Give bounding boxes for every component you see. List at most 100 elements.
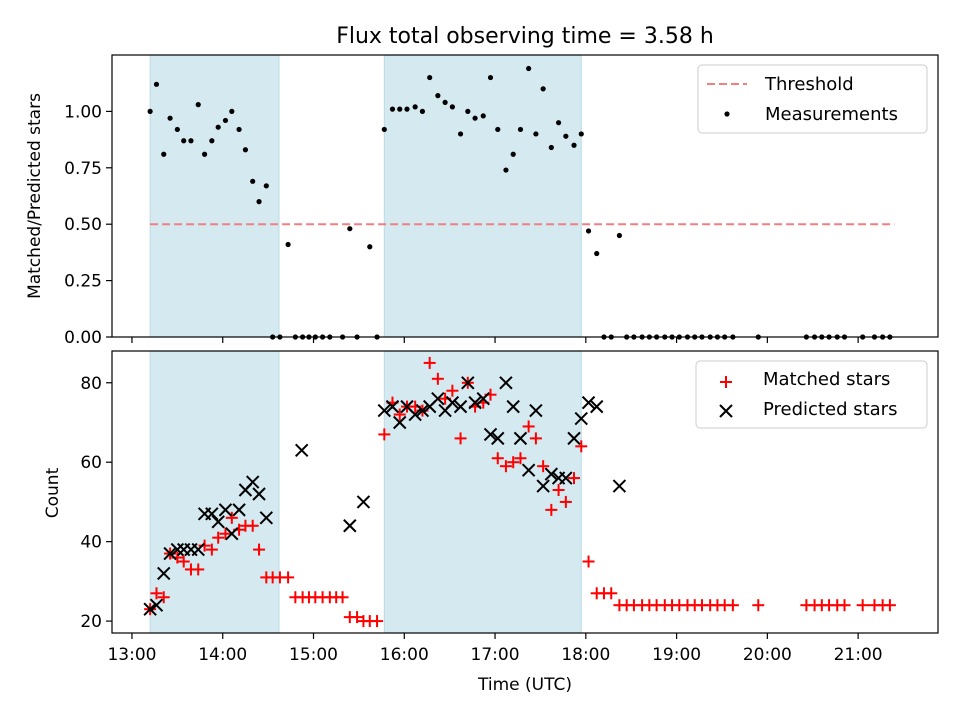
matched-star-point <box>537 460 550 473</box>
predicted-star-point <box>408 407 422 422</box>
matched-star-point <box>393 408 406 421</box>
predicted-legend-swatch <box>719 404 733 418</box>
matched-star-point <box>856 599 869 612</box>
bottom-y-axis-label: Count <box>43 467 63 518</box>
measurement-point <box>472 115 478 121</box>
predicted-star-point <box>205 507 219 521</box>
matched-star-point <box>246 519 259 532</box>
measurement-point <box>449 104 455 110</box>
predicted-star-point <box>461 376 475 390</box>
shaded-interval-1 <box>383 350 582 634</box>
measurement-point <box>242 147 249 153</box>
predicted-star-point <box>343 519 357 533</box>
measurement-point <box>389 106 396 112</box>
matched-star-point <box>205 543 218 556</box>
predicted-star-point <box>483 427 498 442</box>
measurement-point <box>578 131 584 137</box>
y-tick-label: 1.00 <box>64 102 102 122</box>
measurement-point <box>215 124 221 130</box>
predicted-star-point <box>491 431 505 446</box>
x-axis-label: Time (UTC) <box>477 675 572 695</box>
predicted-star-point <box>590 399 604 414</box>
measurement-point <box>517 126 524 133</box>
predicted-star-point <box>163 546 177 561</box>
measurement-point <box>427 74 433 81</box>
measurement-point <box>153 81 160 87</box>
measurement-point <box>161 151 167 157</box>
matched-star-point <box>726 599 739 612</box>
matched-star-point <box>192 563 205 576</box>
matched-star-point <box>351 611 364 624</box>
matched-star-point <box>883 599 896 612</box>
matched-star-point <box>552 484 565 497</box>
measurement-point <box>412 104 418 110</box>
predicted-star-point <box>567 431 581 446</box>
measurement-point <box>533 131 539 137</box>
predicted-star-point <box>252 487 266 501</box>
measurement-point <box>347 226 353 232</box>
threshold-legend-label: Threshold <box>764 74 854 95</box>
predicted-star-point <box>377 403 392 418</box>
bottom-plot-frame <box>111 350 939 634</box>
measurement-point <box>367 244 373 250</box>
predicted-star-point <box>453 399 468 414</box>
shaded-intervals <box>149 54 582 338</box>
measurement-point <box>435 93 441 99</box>
measurement-point <box>285 241 291 248</box>
measurement-point <box>250 178 256 184</box>
matched-star-point <box>582 555 595 568</box>
matched-star-point <box>514 452 527 465</box>
measurement-point <box>526 65 532 72</box>
matched-star-point <box>157 591 170 604</box>
matched-star-point <box>575 440 588 453</box>
measurement-point <box>487 74 494 81</box>
matched-star-point <box>198 539 211 552</box>
matched-star-point <box>253 543 266 556</box>
predicted-star-point <box>415 403 430 418</box>
measurement-point <box>181 138 187 144</box>
measurement-point <box>381 126 387 133</box>
matched-star-point <box>371 615 384 628</box>
predicted-star-point <box>149 598 164 612</box>
matched-star-point <box>219 527 232 540</box>
x-tick-label: 19:00 <box>652 645 701 665</box>
matched-star-point <box>522 420 535 433</box>
predicted-star-point <box>521 463 536 477</box>
predicted-star-point <box>393 415 407 430</box>
measurement-point <box>503 167 509 173</box>
x-tick-label: 17:00 <box>471 645 520 665</box>
y-tick-label: 0.25 <box>64 272 102 292</box>
predicted-star-point <box>211 515 225 529</box>
predicted-star-point <box>529 403 543 418</box>
matched-star-point <box>212 531 225 544</box>
x-tick-label: 18:00 <box>561 645 610 665</box>
y-axis-ticks: 20 40 60 80 <box>80 374 112 632</box>
predicted-star-point <box>225 526 239 541</box>
measurement-point <box>571 142 577 148</box>
top-plot-frame <box>111 54 939 338</box>
measurement-point <box>480 113 486 119</box>
measurement-point <box>397 106 403 112</box>
matched-star-point <box>568 472 581 485</box>
predicted-star-points <box>143 376 627 616</box>
measurement-point <box>465 108 471 114</box>
matched-star-point <box>282 571 295 584</box>
matched-star-point <box>431 372 444 385</box>
predicted-star-point <box>259 511 274 525</box>
measurement-point <box>222 117 229 124</box>
measurements-legend-swatch <box>724 111 730 117</box>
measurement-point <box>616 232 623 239</box>
y-tick-label: 60 <box>80 453 102 473</box>
matched-star-point <box>225 511 238 524</box>
matched-star-point <box>336 591 349 604</box>
shaded-intervals <box>149 350 582 634</box>
predicted-star-point <box>245 475 260 489</box>
predicted-star-point <box>157 566 171 581</box>
measurement-point <box>236 126 242 133</box>
matched-star-point <box>545 503 558 516</box>
shaded-interval-1 <box>383 54 582 338</box>
matched-star-point <box>177 555 190 568</box>
x-tick-label: 16:00 <box>380 645 429 665</box>
